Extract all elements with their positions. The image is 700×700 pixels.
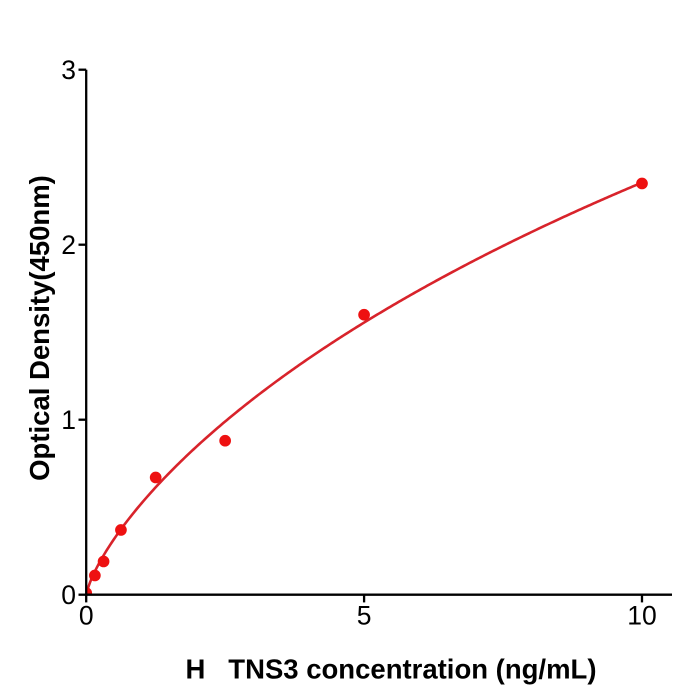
y-tick-label: 0	[61, 580, 76, 610]
data-point	[86, 587, 93, 595]
axes-layer	[78, 68, 672, 603]
data-point	[358, 308, 370, 321]
tick-labels: 0 5 10 0 1 2 3	[61, 55, 656, 630]
x-tick-label: 5	[357, 600, 372, 630]
data-point	[97, 555, 110, 568]
data-layer	[86, 177, 648, 595]
data-point	[89, 569, 101, 582]
data-point	[636, 177, 648, 190]
fit-curve-line	[86, 181, 644, 595]
y-tick-label: 3	[61, 55, 76, 85]
y-tick-label: 2	[61, 230, 76, 260]
data-point	[115, 524, 127, 536]
x-tick-label: 0	[79, 600, 94, 630]
data-point	[219, 434, 231, 447]
x-axis-title: H TNS3 concentration (ng/mL)	[186, 654, 597, 685]
data-points	[86, 177, 648, 595]
y-tick-label: 1	[61, 405, 76, 435]
data-point	[149, 471, 162, 484]
x-tick-label: 10	[627, 600, 656, 630]
y-axis-title: Optical Density(450nm)	[24, 175, 55, 481]
